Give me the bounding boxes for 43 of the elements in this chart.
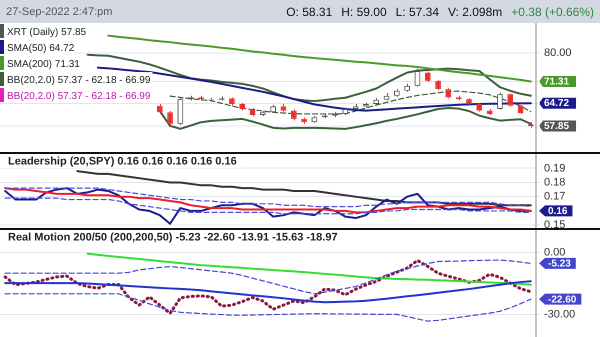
candlestick bbox=[229, 96, 235, 106]
candlestick bbox=[435, 79, 441, 91]
line-series bbox=[4, 259, 532, 294]
data-label: -5.23 bbox=[548, 258, 572, 270]
y-tick-label: 57.85 bbox=[544, 120, 570, 132]
text: BB(20,2.0) 57.37 - 62.18 - 66.99 bbox=[7, 90, 151, 102]
text: H: 59.00 bbox=[341, 4, 387, 18]
y-tick-label: 71.31 bbox=[544, 76, 570, 88]
legend-label: SMA(50) 64.72 bbox=[7, 42, 75, 54]
y-tick-label: 64.72 bbox=[544, 98, 570, 110]
candlestick bbox=[178, 96, 184, 126]
candlestick bbox=[507, 94, 514, 108]
chart-title: Real Motion 200/50 (200,200,50) -5.23 -22.60 -13.91 -15.63 -18.97 bbox=[8, 232, 338, 244]
text: L: 57.34 bbox=[396, 4, 439, 18]
y-tick-label: 0.15 bbox=[544, 219, 566, 232]
chart-title: 27-Sep-2022 2:47:pm bbox=[6, 6, 112, 18]
data-label: 0.16 bbox=[548, 206, 568, 218]
legend-label: SMA(200) 71.31 bbox=[7, 58, 80, 70]
candlestick bbox=[363, 102, 369, 108]
y-tick-label: -30.00 bbox=[544, 308, 576, 320]
text: +0.38 (+0.66%) bbox=[511, 4, 594, 18]
candlestick bbox=[466, 98, 472, 106]
text: V: 2.098m bbox=[448, 4, 502, 18]
y-tick-label: 0.18 bbox=[544, 176, 566, 188]
candlestick bbox=[486, 108, 492, 116]
line-series bbox=[4, 293, 532, 322]
y-tick-label: 0.19 bbox=[544, 162, 566, 174]
text: O: 58.31 bbox=[286, 4, 332, 18]
y-tick-label: 0.00 bbox=[544, 246, 566, 259]
y-tick-label: 0.17 bbox=[544, 190, 566, 203]
data-label: -22.60 bbox=[548, 294, 577, 306]
candlestick bbox=[156, 104, 163, 114]
line-series bbox=[4, 188, 532, 208]
chart-title: Leadership (20,SPY) 0.16 0.16 0.16 0.16 0.16 bbox=[8, 156, 237, 168]
candlestick bbox=[497, 92, 503, 109]
line-series bbox=[4, 258, 532, 315]
candlestick bbox=[414, 68, 420, 86]
legend-label: XRT (Daily) 57.85 bbox=[7, 26, 87, 38]
legend-label: BB(20,2.0) 57.37 - 62.18 - 66.99 bbox=[7, 74, 151, 86]
candlestick bbox=[167, 110, 173, 126]
line-series bbox=[4, 198, 532, 214]
y-tick-label: 80.00 bbox=[544, 46, 572, 59]
candlestick bbox=[280, 103, 286, 112]
